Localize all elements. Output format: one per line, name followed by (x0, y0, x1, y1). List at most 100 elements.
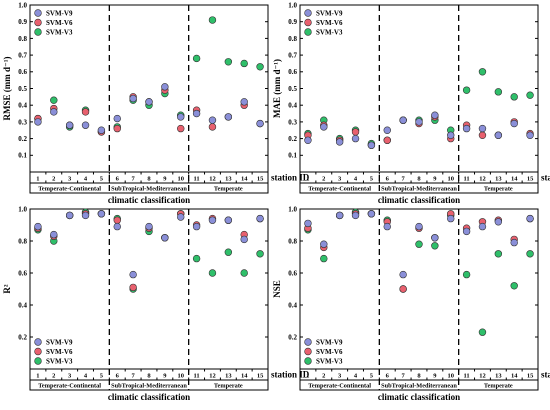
station-label: 3 (68, 372, 72, 379)
station-axis-label: station ID (541, 173, 550, 183)
group-label: SubTropical-Mediterranean (111, 383, 187, 390)
y-tick-label: 1.0 (288, 1, 297, 9)
point-svm-v9-station-10 (177, 213, 185, 221)
station-label: 3 (338, 175, 342, 182)
point-svm-v3-station-13 (494, 250, 503, 258)
station-label: 14 (241, 175, 248, 182)
y-tick-label: 0.5 (288, 85, 297, 93)
point-svm-v3-station-11 (462, 270, 471, 279)
point-svm-v9-station-7 (399, 270, 407, 279)
point-svm-v9-station-8 (415, 118, 423, 126)
point-svm-v3-station-9 (431, 242, 439, 250)
y-tick-label: 0.1 (288, 152, 297, 160)
y-tick-label: 0.7 (288, 52, 297, 60)
chart-panel-rmse: 1 2 3 4 5 6 7 8 9 10 11 12 13 14 15Temperate-Continent… (2, 1, 310, 205)
point-svm-v9-station-4 (351, 211, 360, 220)
station-label: 14 (241, 372, 248, 379)
point-svm-v9-station-4 (81, 121, 90, 129)
y-tick-label: 0.2 (288, 135, 297, 143)
point-svm-v3-station-15 (256, 250, 264, 258)
point-svm-v3-station-13 (224, 248, 233, 256)
chart-panel-mae: 1 2 3 4 5 6 7 8 9 10 11 12 13 14 15Temperate-Continent… (272, 1, 550, 205)
station-label: 4 (354, 175, 358, 182)
station-label: 2 (52, 372, 55, 379)
station-label: 4 (84, 372, 88, 379)
point-svm-v9-station-1 (304, 219, 312, 228)
legend-label-svm-v9: SVM-V9 (46, 10, 73, 18)
y-tick-label: 0.2 (288, 333, 297, 341)
station-label: 3 (68, 175, 72, 182)
point-svm-v9-station-11 (462, 227, 471, 236)
point-svm-v3-station-15 (256, 63, 264, 71)
station-label: 12 (479, 175, 486, 182)
point-svm-v9-station-15 (256, 119, 264, 128)
legend-label-svm-v6: SVM-V6 (46, 348, 73, 356)
station-label: 3 (338, 372, 342, 379)
panel-frame (299, 4, 539, 194)
point-svm-v9-station-14 (510, 238, 518, 247)
legend-marker-svm-v3 (304, 28, 312, 36)
y-tick-label: 0.8 (18, 237, 27, 245)
group-label: Temperate (484, 186, 513, 193)
point-svm-v9-station-15 (526, 131, 534, 139)
point-svm-v9-station-2 (50, 230, 58, 239)
group-label: Temperate (214, 186, 243, 193)
y-tick-label: 0.6 (18, 68, 27, 76)
station-label: 14 (511, 372, 518, 379)
point-svm-v6-station-12 (478, 131, 487, 139)
point-svm-v9-station-13 (224, 113, 233, 121)
station-label: 2 (322, 175, 325, 182)
point-svm-v9-station-10 (447, 131, 455, 139)
station-label: 10 (177, 372, 184, 379)
y-tick-label: 0.4 (288, 102, 297, 110)
point-svm-v9-station-15 (526, 214, 534, 223)
y-tick-label: 0.8 (288, 35, 297, 43)
point-svm-v9-station-5 (97, 210, 106, 218)
point-svm-v9-station-6 (383, 126, 391, 134)
y-axis-title: RMSE (mm d⁻¹) (2, 57, 12, 121)
station-label: 15 (257, 372, 264, 379)
point-svm-v9-station-13 (494, 218, 503, 226)
point-svm-v6-station-12 (208, 123, 217, 131)
point-svm-v9-station-7 (399, 116, 407, 124)
legend-label-svm-v9: SVM-V9 (46, 339, 73, 347)
y-tick-label: 0.7 (18, 52, 27, 60)
point-svm-v9-station-1 (304, 136, 312, 144)
station-axis-label: station ID (541, 370, 550, 380)
point-svm-v3-station-13 (224, 58, 233, 66)
station-label: 11 (464, 372, 470, 379)
station-label: 11 (464, 175, 470, 182)
legend-marker-svm-v9 (34, 338, 42, 346)
station-label: 13 (495, 372, 502, 379)
legend-label-svm-v6: SVM-V6 (46, 19, 73, 27)
point-svm-v3-station-12 (478, 328, 487, 336)
legend-marker-svm-v9 (34, 9, 42, 17)
station-label: 13 (225, 175, 232, 182)
panel-frame (299, 208, 539, 391)
legend-label-svm-v9: SVM-V9 (316, 339, 343, 347)
point-svm-v3-station-12 (208, 269, 217, 277)
station-label: 5 (370, 372, 374, 379)
point-svm-v9-station-3 (65, 121, 74, 129)
point-svm-v9-station-6 (113, 222, 121, 231)
point-svm-v9-station-10 (177, 113, 185, 121)
legend-marker-svm-v3 (34, 357, 42, 365)
group-label: SubTropical-Mediterranean (381, 186, 457, 193)
y-axis-title: MAE (mm d⁻¹) (272, 59, 282, 118)
station-label: 10 (447, 175, 454, 182)
point-svm-v9-station-4 (81, 211, 90, 220)
point-svm-v6-station-10 (177, 124, 185, 133)
legend-marker-svm-v6 (34, 347, 42, 356)
point-svm-v3-station-2 (320, 254, 328, 263)
legend-label-svm-v3: SVM-V3 (316, 358, 343, 366)
point-svm-v9-station-2 (320, 240, 328, 248)
legend-label-svm-v3: SVM-V3 (46, 358, 73, 366)
station-label: 9 (163, 372, 167, 379)
y-axis-title: NSE (272, 280, 282, 298)
point-svm-v3-station-14 (510, 282, 518, 290)
group-label: Temperate (484, 383, 513, 390)
